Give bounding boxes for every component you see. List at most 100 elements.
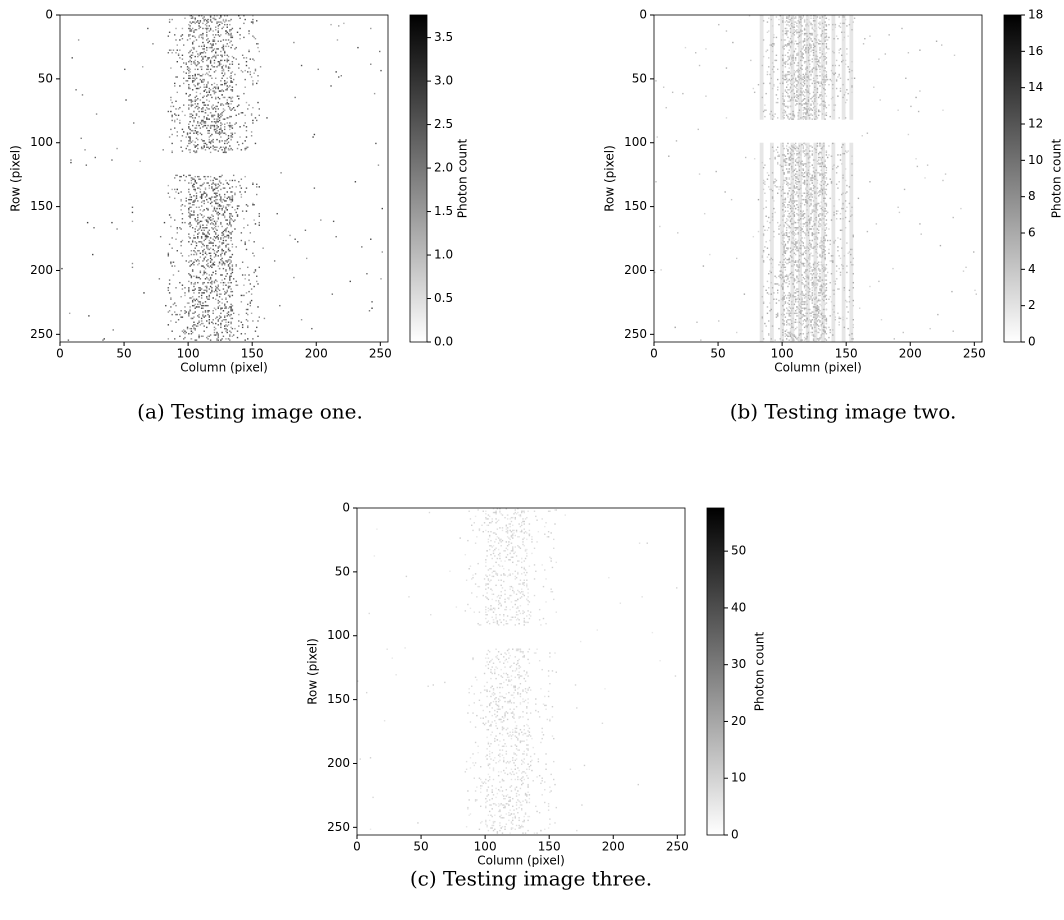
- texture-dot: [801, 60, 802, 61]
- texture-dot: [822, 272, 823, 273]
- texture-dot: [220, 41, 221, 42]
- texture-dot: [758, 199, 759, 200]
- texture-dot: [189, 265, 190, 266]
- texture-dot: [188, 75, 189, 76]
- texture-dot: [182, 331, 183, 332]
- texture-dot: [805, 226, 806, 227]
- texture-dot: [209, 198, 210, 199]
- texture-dot: [800, 187, 801, 188]
- texture-dot: [242, 262, 243, 263]
- texture-dot: [833, 205, 834, 206]
- texture-dot: [168, 290, 169, 291]
- texture-dot: [822, 163, 823, 164]
- texture-dot: [799, 145, 800, 146]
- texture-dot: [791, 232, 792, 233]
- texture-dot: [763, 286, 764, 287]
- texture-dot: [189, 194, 190, 195]
- texture-dot: [218, 87, 219, 88]
- texture-dot: [808, 47, 809, 48]
- texture-dot: [184, 310, 185, 311]
- texture-dot: [809, 254, 810, 255]
- texture-dot: [195, 259, 196, 260]
- texture-dot: [180, 245, 181, 246]
- texture-dot: [819, 85, 820, 86]
- texture-dot: [803, 99, 804, 100]
- texture-dot: [804, 143, 805, 144]
- texture-dot: [798, 260, 799, 261]
- texture-dot: [767, 74, 768, 75]
- texture-dot: [221, 226, 222, 227]
- texture-dot: [796, 282, 797, 283]
- texture-dot: [206, 236, 207, 237]
- texture-dot: [224, 152, 225, 153]
- texture-dot: [191, 106, 192, 107]
- texture-dot: [210, 126, 211, 127]
- texture-dot: [815, 207, 816, 208]
- texture-dot: [191, 49, 192, 50]
- texture-dot: [808, 172, 809, 173]
- texture-dot: [229, 263, 230, 264]
- texture-dot: [824, 81, 825, 82]
- texture-dot: [790, 205, 791, 206]
- texture-dot: [832, 166, 833, 167]
- texture-dot: [851, 29, 852, 30]
- texture-dot: [813, 185, 814, 186]
- texture-dot: [250, 283, 251, 284]
- texture-dot: [790, 87, 791, 88]
- texture-dot: [809, 255, 810, 256]
- texture-dot: [221, 23, 222, 24]
- texture-dot: [205, 305, 206, 306]
- texture-dot: [786, 274, 787, 275]
- texture-dot: [819, 66, 820, 67]
- texture-dot: [823, 143, 824, 144]
- texture-dot: [191, 277, 192, 278]
- texture-dot: [777, 147, 778, 148]
- texture-dot: [963, 270, 964, 271]
- texture-dot: [800, 205, 801, 206]
- texture-dot: [823, 327, 824, 328]
- texture-dot: [799, 94, 800, 95]
- texture-dot: [207, 305, 208, 306]
- texture-dot: [790, 328, 791, 329]
- texture-dot: [809, 189, 810, 190]
- texture-dot: [808, 99, 809, 100]
- texture-dot: [192, 240, 193, 241]
- texture-dot: [204, 80, 205, 81]
- texture-dot: [805, 72, 806, 73]
- texture-dot: [204, 121, 205, 122]
- texture-dot: [823, 210, 824, 211]
- texture-dot: [248, 240, 249, 241]
- texture-dot: [195, 241, 196, 242]
- texture-dot: [819, 21, 820, 22]
- texture-dot: [188, 143, 189, 144]
- texture-dot: [813, 314, 814, 315]
- texture-dot: [798, 181, 799, 182]
- texture-dot: [812, 150, 813, 151]
- texture-dot: [806, 172, 807, 173]
- texture-dot: [798, 115, 799, 116]
- texture-dot: [799, 72, 800, 73]
- texture-dot: [188, 84, 189, 85]
- texture-dot: [192, 140, 193, 141]
- texture-dot: [305, 230, 306, 231]
- texture-dot: [810, 297, 811, 298]
- texture-dot: [182, 222, 183, 223]
- texture-dot: [193, 313, 194, 314]
- texture-dot: [191, 333, 192, 334]
- texture-dot: [95, 157, 96, 158]
- texture-dot: [800, 21, 801, 22]
- texture-dot: [809, 219, 810, 220]
- texture-dot: [782, 272, 783, 273]
- texture-dot: [225, 240, 226, 241]
- texture-dot: [214, 125, 215, 126]
- texture-dot: [813, 190, 814, 191]
- texture-dot: [813, 52, 814, 53]
- texture-dot: [817, 203, 818, 204]
- texture-dot: [183, 329, 184, 330]
- texture-dot: [224, 52, 225, 53]
- texture-dot: [803, 143, 804, 144]
- texture-dot: [840, 23, 841, 24]
- texture-dot: [211, 259, 212, 260]
- texture-dot: [803, 193, 804, 194]
- texture-dot: [799, 153, 800, 154]
